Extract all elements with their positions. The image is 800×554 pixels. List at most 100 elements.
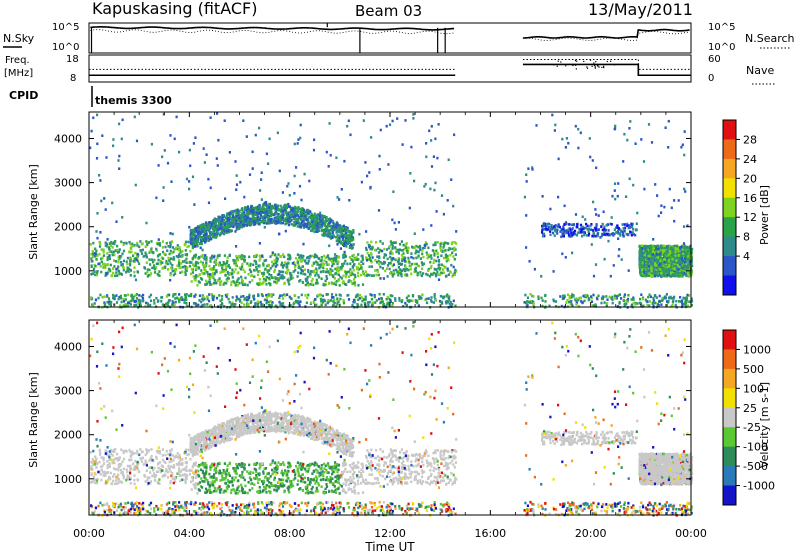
power-cell (148, 258, 151, 261)
power-cell (316, 261, 319, 265)
power-cell (311, 220, 314, 224)
power-cell (204, 279, 208, 283)
power-cell (358, 293, 362, 297)
power-cell (663, 246, 666, 250)
power-cell (640, 293, 643, 296)
power-cell (238, 225, 242, 228)
power-cell (332, 235, 335, 238)
power-cell (99, 293, 102, 297)
power-cell (116, 269, 119, 273)
power-cell (338, 236, 341, 240)
power-cell (434, 268, 437, 271)
power-cell (670, 254, 673, 258)
power-cell (347, 270, 350, 274)
power-cell (282, 253, 285, 256)
power-cell (277, 204, 280, 207)
power-cell (274, 280, 277, 284)
power-cell (275, 258, 278, 261)
power-cell (661, 259, 664, 263)
power-cell (203, 272, 206, 275)
power-cell (104, 274, 107, 277)
power-cell (235, 215, 238, 218)
power-cell (324, 218, 327, 221)
power-cell (146, 243, 149, 247)
power-cell (191, 239, 194, 243)
power-cell (385, 297, 388, 301)
power-cell (262, 271, 265, 275)
power-cell (362, 271, 365, 275)
power-cell (261, 294, 264, 298)
power-cell (446, 293, 449, 296)
power-cell (680, 261, 684, 265)
power-cell (365, 248, 368, 252)
power-cell (261, 272, 264, 275)
power-cell (122, 304, 125, 307)
power-cell (107, 297, 111, 300)
power-cell (298, 256, 301, 259)
power-cell (208, 264, 211, 268)
power-cell (333, 277, 336, 280)
power-cell (670, 275, 673, 278)
power-cell (195, 267, 198, 270)
power-cell (115, 274, 118, 277)
power-cell (240, 225, 243, 229)
power-cell (623, 304, 626, 307)
power-cell (605, 295, 608, 298)
power-cell (210, 222, 213, 226)
power-cell (233, 261, 236, 265)
power-cell (314, 274, 317, 277)
power-cell (370, 259, 373, 262)
power-cell (427, 297, 430, 300)
power-cell (272, 219, 275, 223)
power-cell (249, 222, 252, 225)
power-cell (306, 296, 309, 300)
power-cell (316, 225, 319, 228)
power-cell (122, 243, 125, 247)
power-cell (149, 273, 152, 277)
power-cell (372, 274, 375, 277)
power-cell (258, 270, 261, 273)
power-cell (300, 218, 303, 221)
power-cell (96, 270, 99, 273)
power-cell (263, 259, 266, 262)
power-cell (594, 304, 598, 308)
power-cell (212, 267, 215, 270)
power-cell (415, 256, 418, 260)
power-cell (290, 206, 293, 210)
power-cell (662, 273, 665, 277)
power-cell (228, 214, 231, 218)
power-cell (199, 224, 202, 227)
power-cell (454, 248, 457, 251)
power-cell (224, 293, 227, 297)
power-cell (236, 227, 239, 231)
power-cell (660, 267, 663, 271)
power-cell (261, 205, 264, 209)
power-cell (255, 265, 258, 269)
power-cell (647, 254, 650, 257)
power-cell (565, 301, 568, 304)
power-cell (344, 253, 347, 257)
power-cell (678, 264, 681, 267)
power-cell (666, 268, 669, 271)
power-cell (153, 271, 157, 274)
power-cell (196, 238, 199, 241)
power-cell (663, 258, 667, 261)
power-cell (366, 251, 369, 255)
power-cell (227, 297, 230, 301)
power-cell (234, 209, 237, 212)
power-cell (129, 242, 132, 246)
power-cell (418, 248, 422, 252)
power-cell (378, 262, 381, 266)
power-cell (121, 252, 124, 256)
power-cell (334, 253, 337, 256)
power-cell (449, 247, 452, 251)
power-cell (281, 216, 284, 219)
power-cell (374, 258, 377, 262)
power-cell (370, 260, 373, 264)
power-cell (344, 240, 347, 243)
power-cell (648, 304, 651, 307)
power-cell (391, 241, 394, 245)
power-cell (419, 257, 422, 260)
power-cell (357, 258, 360, 261)
power-cell (648, 268, 651, 271)
